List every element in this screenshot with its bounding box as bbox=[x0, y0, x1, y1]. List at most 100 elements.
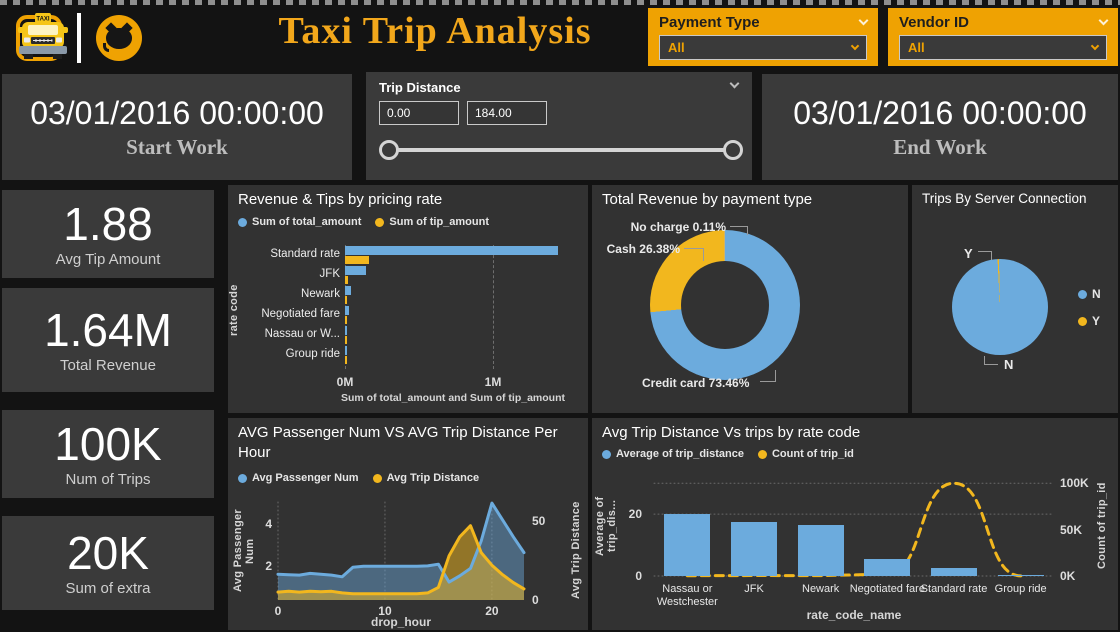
legend-dot bbox=[372, 473, 382, 483]
legend-item[interactable]: Sum of tip_amount bbox=[375, 216, 489, 228]
right-tick-label: 0 bbox=[532, 593, 539, 607]
chevron-down-icon[interactable] bbox=[729, 78, 740, 89]
gridline bbox=[493, 245, 494, 369]
bar-tip-amount[interactable] bbox=[345, 356, 347, 364]
kpi-label: Total Revenue bbox=[60, 357, 156, 375]
vendor-id-select[interactable]: All bbox=[899, 35, 1107, 60]
category-label: Standard rate bbox=[920, 583, 988, 595]
github-icon[interactable] bbox=[96, 15, 142, 61]
bar-avg-trip-distance[interactable] bbox=[731, 521, 777, 576]
legend-item[interactable]: Y bbox=[1078, 314, 1101, 328]
category-label: JFK bbox=[319, 268, 340, 280]
chart-title: Trips By Server Connection bbox=[922, 191, 1087, 206]
category-label: Standard rate bbox=[270, 248, 340, 260]
legend-item[interactable]: Count of trip_id bbox=[757, 448, 854, 460]
chart-title: Avg Trip Distance Vs trips by rate code bbox=[602, 424, 861, 441]
area-plot bbox=[276, 501, 526, 601]
category-label: Newark bbox=[301, 288, 340, 300]
legend-dot bbox=[238, 217, 247, 227]
left-tick-label: 4 bbox=[265, 517, 272, 532]
bar-total-amount[interactable] bbox=[345, 246, 559, 255]
right-axis-title: Count of trip_id bbox=[1096, 482, 1108, 570]
legend-dot bbox=[602, 449, 611, 459]
trip-distance-slider-track[interactable] bbox=[388, 148, 734, 152]
bar-tip-amount[interactable] bbox=[345, 276, 348, 284]
hourly-area-chart: AVG Passenger Num VS AVG Trip Distance P… bbox=[228, 418, 588, 630]
trip-distance-slicer: Trip Distance bbox=[366, 72, 752, 180]
bar-tip-amount[interactable] bbox=[345, 256, 369, 264]
bar-total-amount[interactable] bbox=[345, 286, 351, 295]
bar-tip-amount[interactable] bbox=[345, 336, 347, 344]
bar-avg-trip-distance[interactable] bbox=[997, 574, 1044, 576]
trip-distance-min-input[interactable] bbox=[379, 101, 459, 125]
legend-item[interactable]: Sum of total_amount bbox=[238, 216, 361, 228]
line-passenger[interactable] bbox=[276, 501, 526, 584]
taxi-icon: TAXI bbox=[18, 13, 68, 59]
slice-label-credit-card: Credit card 73.46% bbox=[642, 376, 750, 390]
leader-line bbox=[730, 226, 748, 235]
legend-item[interactable]: Avg Passenger Num bbox=[238, 472, 359, 484]
chevron-down-icon bbox=[850, 41, 860, 50]
kpi-total-revenue: 1.64M Total Revenue bbox=[2, 288, 214, 392]
kpi-value: 20K bbox=[67, 526, 149, 579]
legend-item[interactable]: Avg Trip Distance bbox=[372, 472, 479, 484]
chart-title: AVG Passenger Num VS AVG Trip Distance P… bbox=[238, 424, 558, 461]
left-tick-label: 20 bbox=[628, 507, 642, 522]
pie-chart[interactable] bbox=[952, 259, 1048, 355]
right-tick-label: 0K bbox=[1060, 569, 1076, 583]
chart-legend: N Y bbox=[1078, 287, 1101, 328]
end-work-value: 03/01/2016 00:00:00 bbox=[793, 94, 1087, 131]
payment-type-label[interactable]: Payment Type bbox=[659, 14, 869, 31]
chart-legend: Avg Passenger Num Avg Trip Distance bbox=[238, 472, 479, 484]
kpi-num-of-trips: 100K Num of Trips bbox=[2, 410, 214, 498]
slice-label-no-charge: No charge 0.11% bbox=[630, 220, 726, 234]
category-label: JFK bbox=[744, 583, 764, 595]
leader-line bbox=[760, 370, 776, 382]
slice-label-n: N bbox=[1004, 357, 1014, 372]
legend-dot bbox=[757, 449, 767, 459]
kpi-avg-tip-amount: 1.88 Avg Tip Amount bbox=[2, 190, 214, 278]
bar-total-amount[interactable] bbox=[345, 266, 366, 275]
vendor-id-slicer: Vendor ID All bbox=[888, 8, 1118, 66]
payment-type-select[interactable]: All bbox=[659, 35, 867, 60]
leader-line bbox=[984, 356, 998, 365]
trip-distance-max-input[interactable] bbox=[467, 101, 547, 125]
category-label: Negotiated fare bbox=[261, 308, 340, 320]
chevron-down-icon bbox=[1090, 41, 1100, 50]
left-tick-label: 0 bbox=[635, 569, 642, 583]
line-distance[interactable] bbox=[276, 524, 526, 596]
revenue-tips-chart: Revenue & Tips by pricing rate Sum of to… bbox=[228, 185, 588, 413]
start-work-value: 03/01/2016 00:00:00 bbox=[30, 94, 324, 131]
donut-chart[interactable] bbox=[650, 230, 800, 380]
kpi-sum-of-extra: 20K Sum of extra bbox=[2, 516, 214, 610]
bar-avg-trip-distance[interactable] bbox=[664, 514, 711, 576]
kpi-label: Sum of extra bbox=[65, 580, 151, 598]
legend-item[interactable]: Average of trip_distance bbox=[602, 448, 744, 460]
category-label: Nassau or W... bbox=[264, 328, 340, 340]
bar-total-amount[interactable] bbox=[345, 306, 350, 315]
svg-text:TAXI: TAXI bbox=[36, 17, 50, 23]
category-label: Newark bbox=[802, 583, 840, 595]
bar-avg-trip-distance[interactable] bbox=[797, 525, 844, 576]
bar-tip-amount[interactable] bbox=[345, 296, 347, 304]
legend-item[interactable]: N bbox=[1078, 287, 1101, 301]
chevron-down-icon bbox=[1098, 15, 1109, 26]
vendor-id-label[interactable]: Vendor ID bbox=[899, 14, 1109, 31]
bar-total-amount[interactable] bbox=[345, 346, 347, 355]
bar-tip-amount[interactable] bbox=[345, 316, 347, 324]
header-icons: in TAXI bbox=[16, 13, 142, 63]
x-tick-label: 0 bbox=[274, 604, 282, 618]
left-axis-title: Avg Passenger Num bbox=[232, 509, 256, 593]
bar-avg-trip-distance[interactable] bbox=[931, 568, 977, 576]
bar-total-amount[interactable] bbox=[345, 326, 347, 335]
kpi-value: 1.88 bbox=[63, 197, 153, 250]
trip-distance-title: Trip Distance bbox=[379, 80, 461, 95]
bar-avg-trip-distance[interactable] bbox=[864, 559, 911, 576]
end-work-label: End Work bbox=[893, 134, 987, 159]
area-distance-fill[interactable] bbox=[278, 525, 524, 600]
slider-handle-min[interactable] bbox=[379, 140, 399, 160]
slider-handle-max[interactable] bbox=[723, 140, 743, 160]
right-tick-label: 50K bbox=[1060, 522, 1083, 537]
chart-title: Revenue & Tips by pricing rate bbox=[238, 191, 443, 208]
